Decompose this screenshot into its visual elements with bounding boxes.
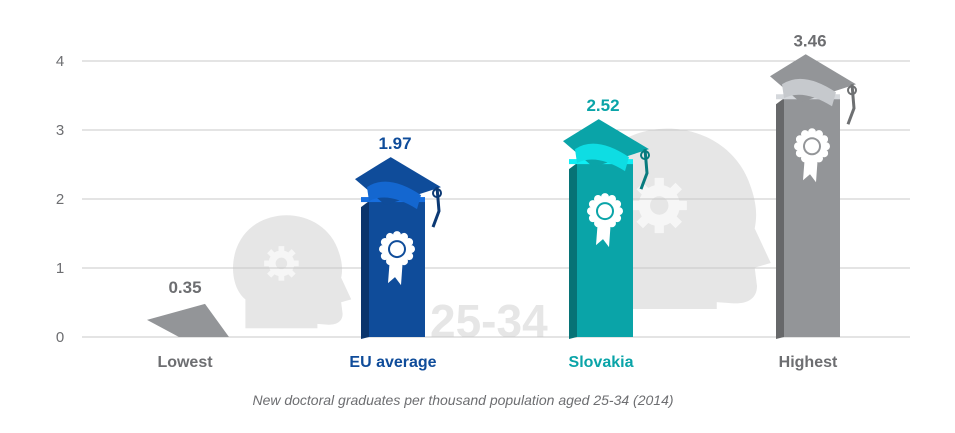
x-axis-caption: New doctoral graduates per thousand popu… bbox=[252, 392, 673, 408]
value-label: 3.46 bbox=[793, 31, 826, 50]
y-axis-ticks: 0 1 2 3 4 bbox=[56, 53, 64, 346]
y-tick-label: 1 bbox=[56, 260, 64, 277]
award-rosette-icon bbox=[379, 231, 415, 286]
award-rosette-icon bbox=[587, 193, 623, 248]
category-labels: Lowest EU average Slovakia Highest bbox=[157, 354, 838, 371]
graduation-cap-icon bbox=[355, 157, 442, 228]
y-tick-label: 0 bbox=[56, 329, 64, 346]
bar-highest bbox=[770, 54, 857, 339]
value-label: 0.35 bbox=[168, 278, 201, 297]
value-label: 2.52 bbox=[586, 96, 619, 115]
bar-slovakia bbox=[563, 119, 650, 339]
category-label: Highest bbox=[779, 354, 838, 371]
category-label: EU average bbox=[349, 354, 436, 371]
head-gear-watermark: 25-34 bbox=[233, 128, 771, 347]
category-label: Lowest bbox=[157, 354, 213, 371]
watermark-head-left bbox=[233, 215, 352, 329]
bar-lowest bbox=[147, 303, 229, 337]
graduation-cap-icon bbox=[770, 54, 857, 125]
bars bbox=[147, 54, 857, 339]
award-rosette-icon bbox=[794, 128, 830, 183]
y-tick-label: 4 bbox=[56, 53, 64, 70]
y-tick-label: 3 bbox=[56, 122, 64, 139]
bar-eu-average bbox=[355, 157, 442, 339]
y-tick-label: 2 bbox=[56, 191, 64, 208]
graduation-cap-icon bbox=[563, 119, 650, 190]
category-label: Slovakia bbox=[569, 354, 634, 371]
value-labels: 0.35 1.97 2.52 3.46 bbox=[168, 31, 826, 297]
value-label: 1.97 bbox=[378, 134, 411, 153]
watermark-age-text: 25-34 bbox=[430, 295, 548, 347]
